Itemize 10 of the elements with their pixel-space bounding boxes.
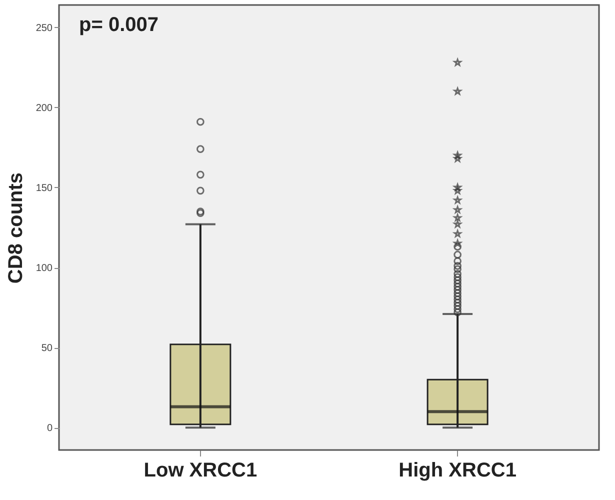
annotation: p= 0.007 [79, 14, 159, 36]
y-tick-label: 50 [41, 343, 53, 354]
y-tick-label: 250 [36, 22, 53, 34]
x-tick-label: Low XRCC1 [144, 460, 258, 482]
y-tick-label: 200 [36, 102, 53, 114]
y-axis-title: CD8 counts [4, 172, 27, 284]
y-tick-label: 0 [46, 423, 53, 434]
y-tick-label: 150 [36, 182, 53, 194]
x-tick-label: High XRCC1 [398, 460, 516, 482]
y-tick-label: 100 [36, 263, 53, 274]
